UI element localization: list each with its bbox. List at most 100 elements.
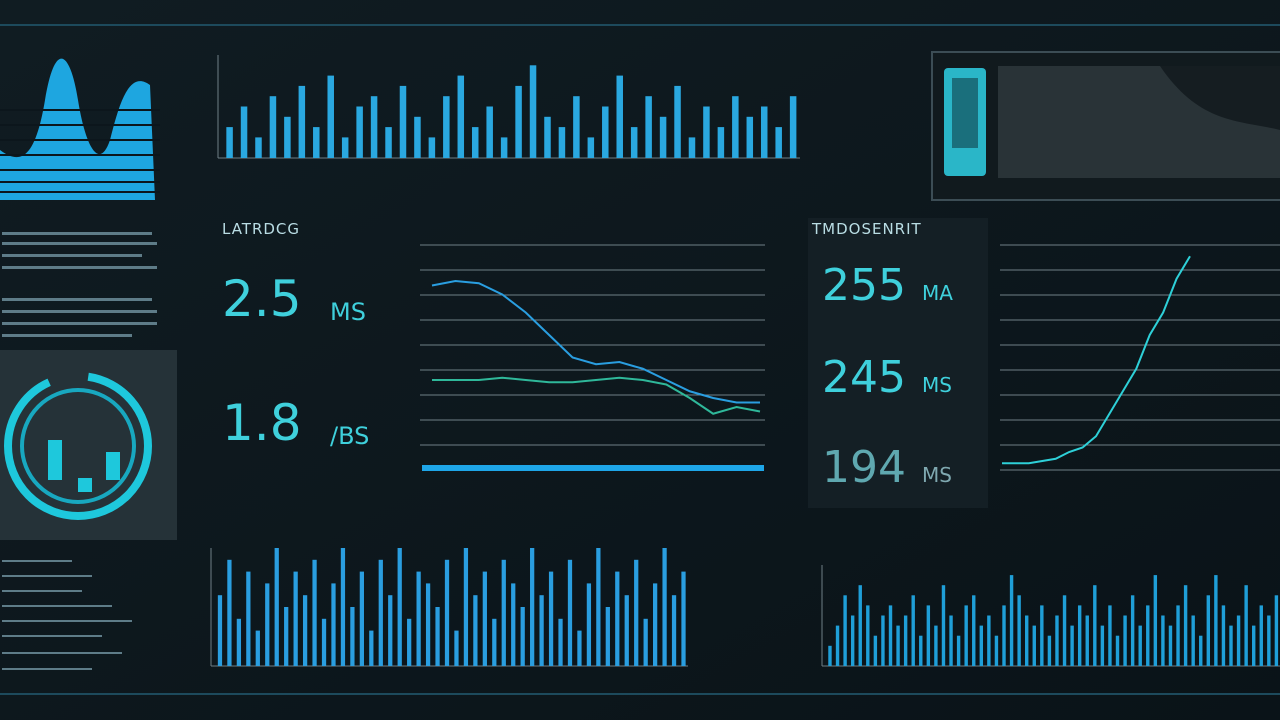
text-lines <box>2 232 157 670</box>
bar <box>327 75 334 158</box>
bar <box>1274 595 1279 666</box>
bar <box>463 548 469 666</box>
bar <box>896 625 900 666</box>
bar <box>1115 635 1120 666</box>
bar <box>586 583 592 666</box>
bar <box>265 583 270 666</box>
bar <box>293 571 298 666</box>
bar <box>397 548 402 666</box>
bar <box>511 583 516 666</box>
bar <box>425 583 431 666</box>
bar <box>972 595 976 666</box>
bar <box>1168 625 1173 666</box>
bar <box>1138 625 1142 666</box>
metric-value: 1.8 <box>222 394 302 452</box>
bar <box>246 571 251 666</box>
charts <box>210 55 1280 667</box>
bar <box>979 625 984 666</box>
bar <box>645 96 652 158</box>
bar <box>573 96 580 158</box>
bar <box>1146 605 1150 666</box>
bar <box>444 559 450 666</box>
bar <box>471 127 479 158</box>
bar <box>643 618 648 666</box>
bar <box>746 116 754 158</box>
bar <box>858 585 862 666</box>
bar <box>350 607 355 666</box>
bar <box>255 137 262 158</box>
bar <box>284 607 289 666</box>
bar <box>1093 585 1097 666</box>
bar <box>881 615 885 666</box>
bar <box>457 75 465 158</box>
progress-bar <box>422 465 764 471</box>
bar <box>1183 585 1188 666</box>
bar <box>789 96 797 158</box>
bar <box>284 116 291 158</box>
bar <box>443 96 450 158</box>
bar <box>1025 615 1029 666</box>
metric-unit: MS <box>922 463 952 487</box>
bar <box>370 96 378 158</box>
bar <box>1032 625 1036 666</box>
bar <box>302 595 308 666</box>
bar <box>1047 635 1052 666</box>
metric-unit: MS <box>922 373 952 397</box>
bar <box>1100 625 1105 666</box>
bar <box>520 607 525 666</box>
bar <box>331 583 336 666</box>
bar <box>634 559 639 666</box>
bar <box>732 96 739 158</box>
bar <box>385 127 392 158</box>
metric-value: 2.5 <box>222 270 302 328</box>
bar <box>602 106 609 158</box>
bar <box>616 75 623 158</box>
bar <box>341 137 349 158</box>
bar <box>240 106 248 158</box>
bar <box>843 595 847 666</box>
bar <box>378 559 383 666</box>
bar <box>956 635 961 666</box>
bar <box>1191 615 1195 666</box>
bar <box>530 548 535 666</box>
bar <box>903 615 908 666</box>
bar <box>217 595 223 666</box>
bar <box>1017 595 1021 666</box>
bar <box>482 571 487 666</box>
bar <box>964 605 968 666</box>
bar <box>866 605 870 666</box>
bar <box>1244 585 1248 666</box>
grid <box>420 244 1280 471</box>
bar <box>659 116 667 158</box>
line <box>1002 255 1191 465</box>
bar <box>624 595 629 666</box>
bar <box>1214 575 1218 666</box>
bar <box>369 630 374 666</box>
metric-unit: MS <box>330 298 366 326</box>
bar <box>544 116 551 158</box>
bar <box>587 137 595 158</box>
bar <box>760 106 768 158</box>
bar <box>949 615 953 666</box>
bar <box>1153 575 1158 666</box>
bar <box>269 96 277 158</box>
bar <box>298 85 306 158</box>
wave-widget <box>0 58 160 201</box>
bar <box>500 137 508 158</box>
bar <box>558 618 563 666</box>
bar <box>674 85 681 158</box>
bar <box>340 548 346 666</box>
bar <box>681 571 686 666</box>
bar <box>1130 595 1135 666</box>
bar <box>236 618 242 666</box>
matrix-widget <box>931 51 1280 201</box>
bar <box>828 645 832 666</box>
bar <box>1229 625 1233 666</box>
bar <box>539 595 544 666</box>
bar <box>873 635 878 666</box>
metric-value: 194 <box>822 442 906 493</box>
metric-value: 255 <box>822 260 906 311</box>
bar <box>274 548 279 666</box>
